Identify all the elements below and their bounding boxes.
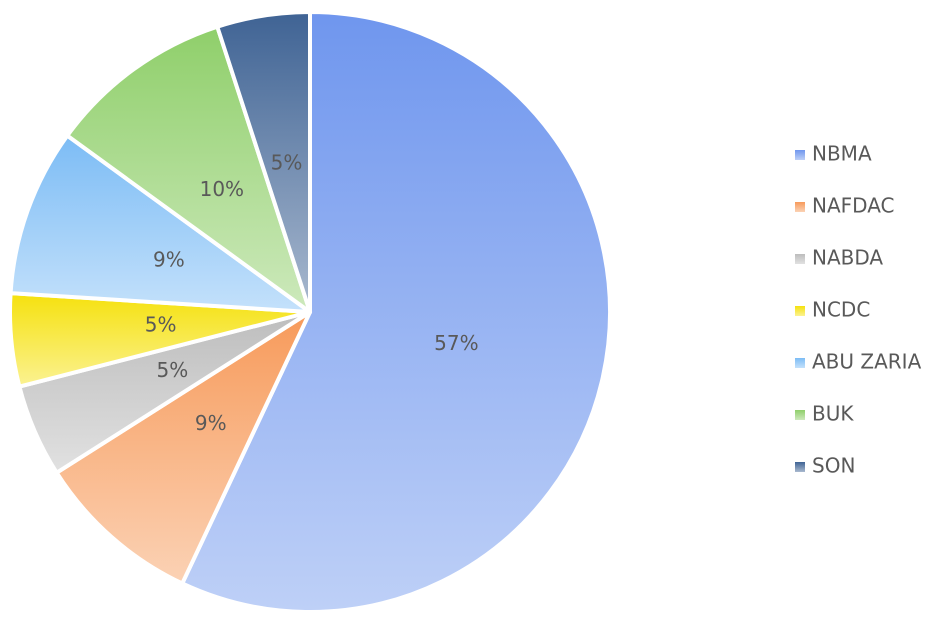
pie-slice: [8, 133, 312, 314]
legend-label: NCDC: [812, 298, 870, 322]
legend-swatch: [795, 358, 805, 368]
pie-slice: [65, 24, 312, 314]
legend-swatch: [795, 150, 805, 160]
pie-slice: [180, 10, 612, 614]
data-label: 10%: [200, 177, 244, 201]
data-label: 9%: [153, 248, 185, 272]
data-label: 9%: [195, 411, 227, 435]
data-label: 5%: [271, 150, 303, 174]
legend-swatch: [795, 462, 805, 472]
legend-label: BUK: [812, 402, 854, 426]
pie-slice: [215, 10, 312, 314]
pie-slice: [54, 310, 312, 586]
legend-swatch: [795, 410, 805, 420]
legend-label: NBMA: [812, 142, 872, 166]
legend-swatch: [795, 306, 805, 316]
legend-label: NAFDAC: [812, 194, 895, 218]
legend-swatch: [795, 202, 805, 212]
legend-label: NABDA: [812, 246, 883, 270]
legend-label: ABU ZARIA: [812, 350, 922, 374]
legend-swatch: [795, 254, 805, 264]
data-label: 57%: [434, 331, 478, 355]
data-label: 5%: [156, 358, 188, 382]
data-label: 5%: [145, 313, 177, 337]
legend-label: SON: [812, 454, 855, 478]
